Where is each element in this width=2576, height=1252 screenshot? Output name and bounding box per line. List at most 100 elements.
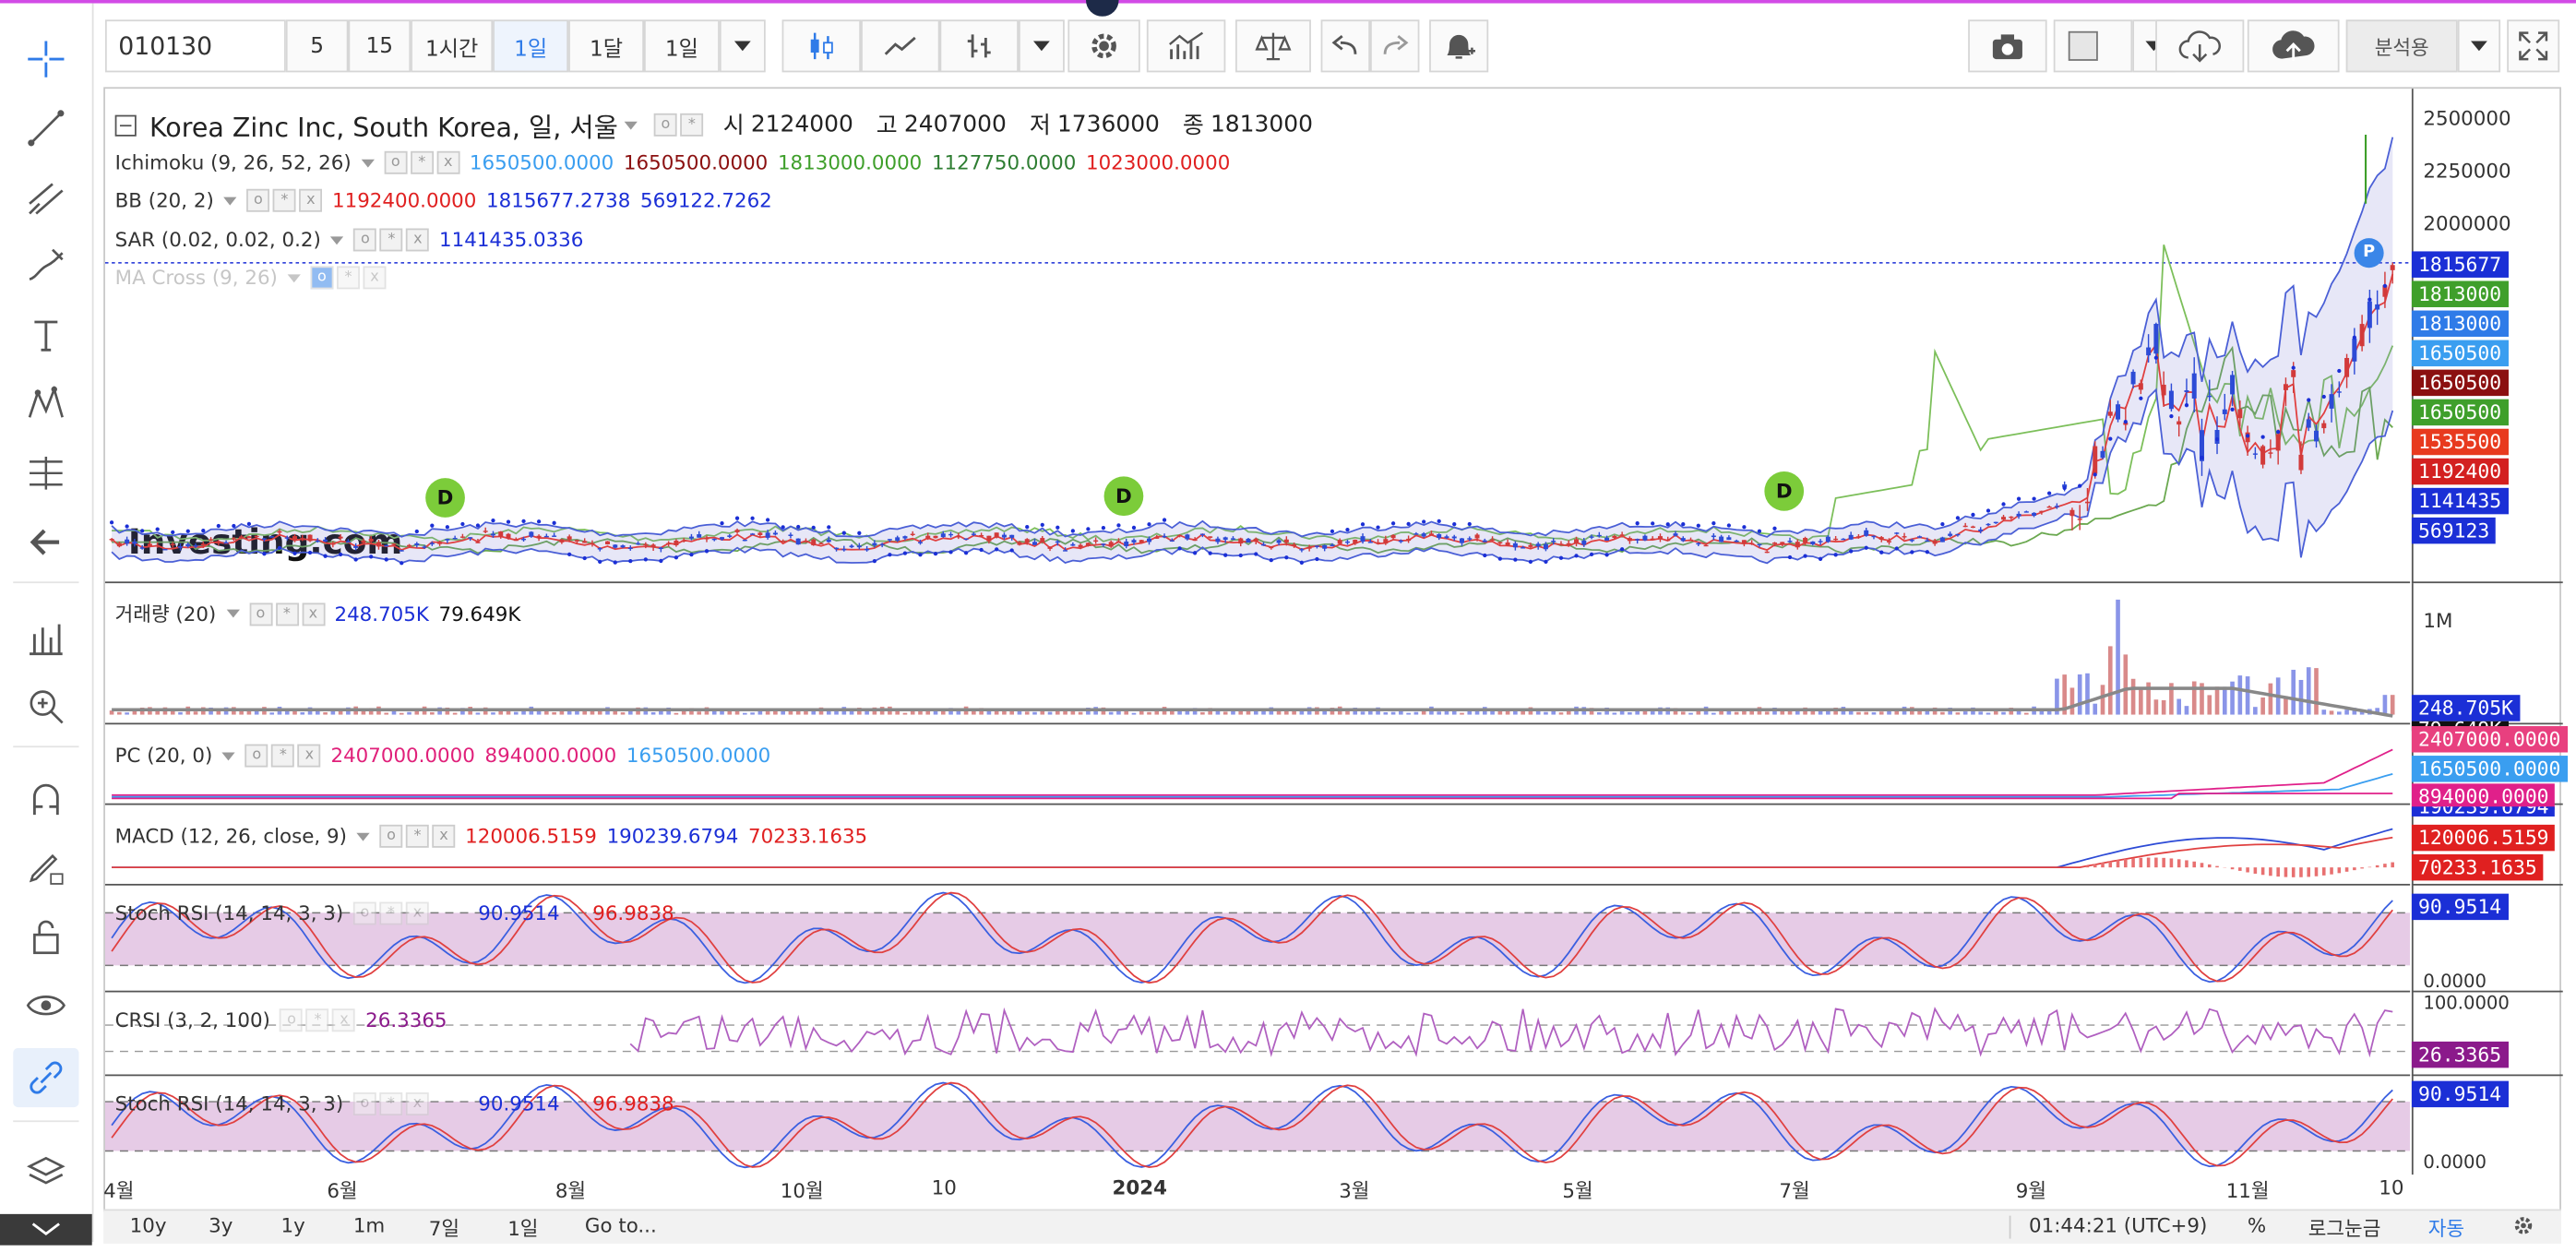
layout-mode-button[interactable]: 분석용 (2346, 19, 2458, 72)
trend-line-tool[interactable] (13, 99, 78, 158)
position-marker[interactable]: P (2355, 238, 2384, 268)
visibility-icon[interactable]: o (353, 902, 376, 925)
visibility-icon[interactable]: o (384, 151, 407, 174)
settings-icon[interactable]: * (680, 113, 703, 137)
visibility-tool[interactable] (13, 976, 78, 1035)
close-icon[interactable]: x (302, 602, 325, 626)
dividend-marker[interactable]: D (1104, 476, 1144, 516)
chart-area[interactable]: Investing.com D D D P Korea Zinc Inc, So… (103, 87, 2561, 1212)
visibility-icon[interactable]: o (280, 1008, 304, 1031)
interval-1mo[interactable]: 1달 (568, 19, 644, 72)
interval-1h[interactable]: 1시간 (411, 19, 493, 72)
time-axis[interactable]: 4월 6월 8월 10월 10 2024 3월 5월 7월 9월 11월 10 (103, 1172, 2410, 1208)
chevron-down-icon[interactable] (357, 832, 370, 847)
settings-icon[interactable]: * (275, 602, 298, 626)
close-icon[interactable]: x (406, 902, 429, 925)
close-icon[interactable]: x (298, 745, 321, 768)
visibility-icon[interactable]: o (245, 745, 268, 768)
settings-icon[interactable]: * (273, 189, 296, 212)
stochrsi-pane[interactable]: Stoch RSI (14, 14, 3, 3) o*x 90.9514 96.… (105, 886, 2410, 993)
pc-pane[interactable]: PC (20, 0) o*x 2407000.0000 894000.0000 … (105, 724, 2410, 805)
interval-dropdown[interactable] (720, 19, 766, 72)
auto-scale-toggle[interactable]: 자동 (2428, 1214, 2464, 1242)
range-1y[interactable]: 1y (280, 1214, 304, 1237)
price-pane[interactable]: Investing.com D D D P Korea Zinc Inc, So… (105, 89, 2410, 583)
link-tool[interactable] (13, 1048, 78, 1107)
fullscreen-button[interactable] (2507, 19, 2559, 72)
alert-button[interactable] (1429, 19, 1488, 72)
chevron-down-icon[interactable] (288, 273, 301, 288)
close-icon[interactable]: x (436, 151, 459, 174)
settings-icon[interactable]: * (379, 902, 402, 925)
color-picker-button[interactable] (2054, 19, 2132, 72)
close-icon[interactable]: x (433, 825, 456, 848)
volume-pane[interactable]: 거래량 (20) o*x 248.705K 79.649K (105, 583, 2410, 724)
visibility-icon[interactable]: o (353, 1092, 376, 1115)
unlock-tool[interactable] (13, 907, 78, 966)
interval-1d[interactable]: 1일 (493, 19, 568, 72)
range-1m[interactable]: 1m (353, 1214, 385, 1237)
goto-button[interactable]: Go to... (585, 1214, 657, 1237)
crsi-pane[interactable]: CRSI (3, 2, 100) o*x 26.3365 (105, 992, 2410, 1076)
fib-tool[interactable] (13, 444, 78, 503)
interval-15[interactable]: 15 (348, 19, 411, 72)
bar-type-button[interactable] (940, 19, 1019, 72)
range-10y[interactable]: 10y (130, 1214, 167, 1237)
redo-button[interactable] (1370, 19, 1419, 72)
chevron-down-icon[interactable] (222, 752, 235, 767)
layers-tool[interactable] (13, 1140, 78, 1199)
visibility-icon[interactable]: o (249, 602, 272, 626)
chevron-down-icon[interactable] (223, 197, 236, 211)
layout-mode-dropdown[interactable] (2458, 19, 2500, 72)
chevron-down-icon[interactable] (361, 159, 374, 173)
close-icon[interactable]: x (299, 189, 322, 212)
settings-icon[interactable]: * (306, 1008, 329, 1031)
settings-icon[interactable]: * (406, 825, 429, 848)
stochrsi2-pane[interactable]: Stoch RSI (14, 14, 3, 3) o*x 90.9514 96.… (105, 1076, 2410, 1174)
compare-button[interactable] (1235, 19, 1311, 72)
settings-icon[interactable]: * (379, 1092, 402, 1115)
settings-icon[interactable]: * (411, 151, 434, 174)
lock-drawing-tool[interactable] (13, 838, 78, 897)
log-scale-toggle[interactable]: 로그눈금 (2308, 1214, 2381, 1242)
visibility-icon[interactable]: o (353, 229, 376, 252)
close-icon[interactable]: x (363, 266, 386, 289)
chevron-down-icon[interactable] (331, 236, 344, 251)
indicators-button[interactable] (1147, 19, 1225, 72)
range-1d[interactable]: 1일 (507, 1214, 538, 1242)
chevron-down-icon[interactable] (625, 121, 638, 136)
visibility-icon[interactable]: o (654, 113, 677, 137)
range-3y[interactable]: 3y (209, 1214, 233, 1237)
toolbar-collapse[interactable] (0, 1214, 92, 1246)
interval-custom[interactable]: 1일 (644, 19, 720, 72)
symbol-input[interactable]: 010130 (105, 19, 286, 72)
collapse-legend-icon[interactable] (115, 114, 137, 136)
cloud-upload-button[interactable] (2248, 19, 2340, 72)
text-tool[interactable] (13, 305, 78, 364)
dividend-marker[interactable]: D (425, 478, 465, 518)
back-tool[interactable] (13, 513, 78, 572)
brush-tool[interactable] (13, 236, 78, 295)
close-icon[interactable]: x (406, 1092, 429, 1115)
close-icon[interactable]: x (406, 229, 429, 252)
chart-type-dropdown[interactable] (1019, 19, 1065, 72)
macd-pane[interactable]: MACD (12, 26, close, 9) o*x 120006.5159 … (105, 805, 2410, 885)
crosshair-tool[interactable] (13, 30, 78, 89)
settings-button[interactable] (1067, 19, 1139, 72)
percent-toggle[interactable]: % (2248, 1214, 2266, 1237)
snapshot-button[interactable] (1968, 19, 2046, 72)
close-icon[interactable]: x (333, 1008, 356, 1031)
visibility-icon[interactable]: o (311, 266, 334, 289)
zoom-tool[interactable] (13, 677, 78, 736)
settings-icon[interactable]: * (380, 229, 403, 252)
visibility-icon[interactable]: o (246, 189, 269, 212)
candle-type-button[interactable] (782, 19, 861, 72)
interval-5[interactable]: 5 (286, 19, 349, 72)
dividend-marker[interactable]: D (1764, 471, 1804, 511)
magnet-tool[interactable] (13, 769, 78, 828)
channel-tool[interactable] (13, 168, 78, 227)
cloud-download-button[interactable] (2155, 19, 2244, 72)
line-type-button[interactable] (861, 19, 939, 72)
pattern-tool[interactable] (13, 375, 78, 434)
chevron-down-icon[interactable] (226, 610, 239, 625)
